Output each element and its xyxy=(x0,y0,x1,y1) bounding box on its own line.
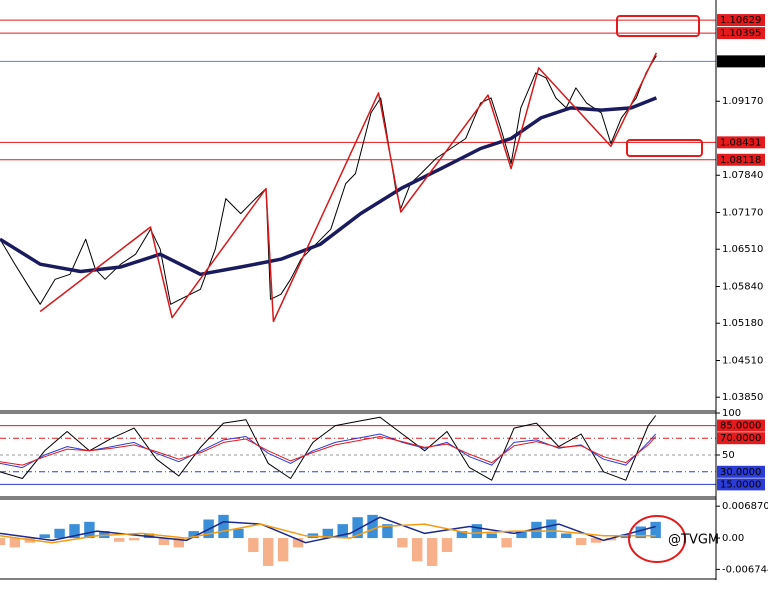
y-tick-label: 1.05840 xyxy=(722,281,763,292)
y-tick-label: 1.03850 xyxy=(722,392,763,403)
histogram-bar xyxy=(516,531,527,539)
histogram-bar xyxy=(426,538,438,566)
histogram-bar xyxy=(292,538,304,548)
level-label-box xyxy=(717,14,765,27)
level-label: 1.10629 xyxy=(720,15,761,26)
series-line xyxy=(0,96,658,277)
y-tick-label: 1.06510 xyxy=(722,244,763,255)
level-label: 70.0000 xyxy=(720,433,761,444)
histogram-bar xyxy=(128,538,140,541)
histogram-bar xyxy=(486,533,497,539)
series-line xyxy=(0,415,657,481)
y-tick-label: 100 xyxy=(722,408,741,419)
histogram-bar xyxy=(650,521,661,539)
histogram-bar xyxy=(635,526,646,539)
series-line xyxy=(39,52,658,323)
histogram-bar xyxy=(0,538,6,546)
histogram-bar xyxy=(501,538,512,548)
y-tick-label: -0.0067446 xyxy=(722,564,768,575)
histogram-bar xyxy=(456,531,468,539)
plot xyxy=(0,52,661,566)
histogram-bar xyxy=(397,538,408,548)
level-label: 1.08431 xyxy=(720,137,761,148)
level-label-box xyxy=(717,478,765,491)
level-label: 15.0000 xyxy=(720,479,761,490)
histogram-bar xyxy=(561,533,572,539)
histogram-bar xyxy=(277,538,289,562)
histogram-bar xyxy=(54,528,65,539)
histogram-bar xyxy=(546,519,557,539)
y-tick-label: 0.00 xyxy=(722,533,744,544)
series-line xyxy=(0,436,657,466)
annotation-circle xyxy=(628,515,686,563)
histogram-bar xyxy=(605,538,617,541)
histogram-bar xyxy=(352,517,363,539)
level-label-box xyxy=(717,465,765,478)
histogram-bar xyxy=(382,524,393,539)
level-label-box xyxy=(717,136,765,149)
level-label: 85.0000 xyxy=(720,421,761,432)
series-line xyxy=(0,55,657,305)
level-label-box xyxy=(717,419,765,432)
histogram-bar xyxy=(322,528,334,539)
histogram-bar xyxy=(441,538,453,552)
y-tick-label: 1.04510 xyxy=(722,355,763,366)
histogram-bar xyxy=(471,524,483,539)
histogram-bar xyxy=(188,531,199,539)
level-label-box xyxy=(717,27,765,40)
histogram-bar xyxy=(143,533,155,539)
level-label-box xyxy=(717,432,765,445)
histogram-bar xyxy=(9,538,21,548)
histogram-bar xyxy=(590,538,602,543)
annotation-box xyxy=(616,15,700,37)
histogram-bar xyxy=(233,528,244,539)
y-tick-label: 0.0068709 xyxy=(722,501,768,512)
histogram-bar xyxy=(575,538,587,546)
y-tick-label: 50 xyxy=(722,450,735,461)
histogram-bar xyxy=(531,521,542,539)
histogram-bar xyxy=(113,538,125,542)
histogram-bar xyxy=(173,538,185,548)
histogram-bar xyxy=(69,524,80,539)
histogram-bar xyxy=(263,538,274,566)
histogram-bar xyxy=(39,534,50,539)
level-label: 1.08118 xyxy=(720,155,761,166)
level-label-box xyxy=(717,153,765,166)
labels: 1.09170 1.07840 1.07170 1.06510 1.05840 1.051… xyxy=(668,14,768,575)
y-tick-label: 1.05180 xyxy=(722,318,763,329)
histogram-bar xyxy=(99,531,110,539)
level-label: 30.0000 xyxy=(720,467,761,478)
frame xyxy=(0,0,717,580)
watermark: @TVGM xyxy=(668,533,719,548)
y-tick-label: 1.07840 xyxy=(722,170,763,181)
level-label: 1.10395 xyxy=(720,28,761,39)
level-label-box xyxy=(717,55,765,68)
histogram-bar xyxy=(84,521,95,539)
histogram-bar xyxy=(412,538,423,562)
y-tick-label: 1.07170 xyxy=(722,208,763,219)
series-line xyxy=(0,516,656,544)
histogram-bar xyxy=(218,514,229,539)
histogram-bar xyxy=(337,524,348,539)
histogram-bar xyxy=(158,538,170,546)
y-tick-label: 1.09170 xyxy=(722,96,763,107)
histogram-bar xyxy=(248,538,259,552)
annotation-box xyxy=(626,139,703,157)
series-line xyxy=(0,523,656,544)
histogram-bar xyxy=(367,514,378,539)
level-label: 1.09887 xyxy=(720,56,761,67)
series-line xyxy=(0,433,657,469)
